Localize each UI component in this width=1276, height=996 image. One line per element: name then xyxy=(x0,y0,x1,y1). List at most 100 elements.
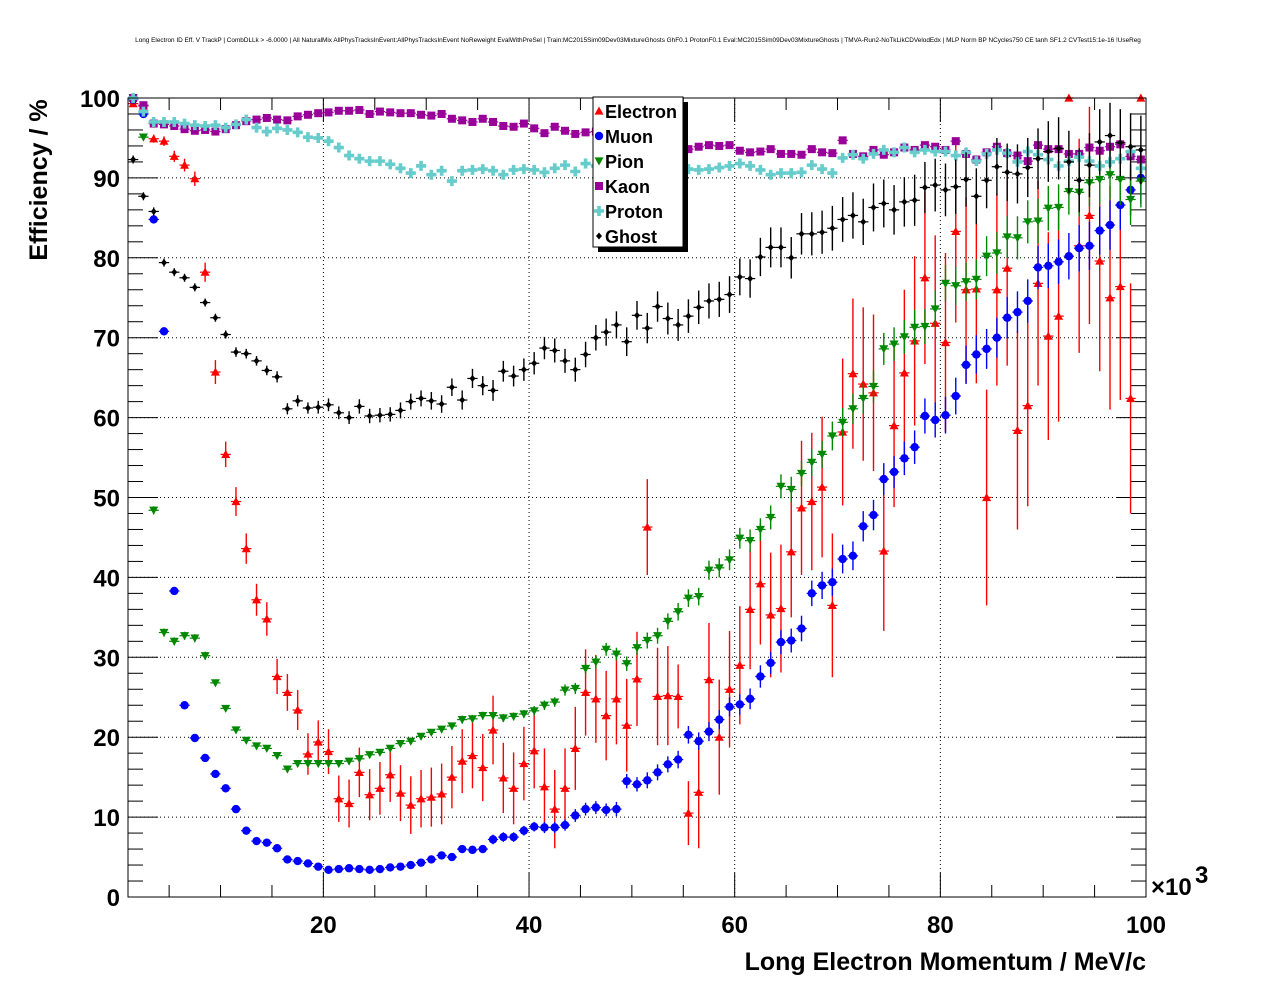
kaon-marker xyxy=(211,127,220,136)
muon-point xyxy=(611,801,622,817)
kaon-point xyxy=(816,148,828,157)
ghost-point xyxy=(765,227,776,268)
muon-marker xyxy=(252,836,261,846)
pion-marker xyxy=(406,737,416,746)
ghost-point xyxy=(703,283,715,319)
muon-marker xyxy=(468,845,477,855)
kaon-marker xyxy=(756,147,765,156)
ghost-marker xyxy=(891,206,898,214)
kaon-point xyxy=(292,112,303,121)
muon-point xyxy=(261,838,272,847)
ghost-point xyxy=(960,152,972,207)
pion-point xyxy=(631,640,643,655)
electron-marker xyxy=(797,503,807,512)
ghost-point xyxy=(436,395,447,413)
ghost-marker xyxy=(510,372,517,380)
ghost-marker xyxy=(294,397,301,405)
proton-marker xyxy=(734,158,745,169)
pion-point xyxy=(775,474,787,499)
ghost-point xyxy=(693,290,704,325)
ghost-marker xyxy=(130,156,137,164)
pion-point xyxy=(343,757,355,766)
pion-marker xyxy=(725,556,735,565)
kaon-marker xyxy=(365,109,374,118)
ghost-marker xyxy=(736,273,743,281)
ghost-point xyxy=(271,371,283,383)
pion-marker xyxy=(149,506,159,515)
x-axis-multiplier-exponent: 3 xyxy=(1195,862,1208,889)
electron-point xyxy=(642,479,653,576)
ghost-marker xyxy=(634,311,640,319)
pion-point xyxy=(734,527,745,549)
muon-point xyxy=(878,463,889,496)
muon-point xyxy=(1063,233,1075,280)
ghost-point xyxy=(343,411,355,424)
proton-marker xyxy=(847,149,858,160)
ghost-marker xyxy=(572,366,579,374)
pion-marker xyxy=(375,748,385,757)
proton-marker xyxy=(919,144,930,155)
kaon-marker xyxy=(406,109,415,118)
ghost-point xyxy=(755,237,766,277)
proton-point xyxy=(744,160,756,171)
ghost-point xyxy=(652,291,663,322)
muon-marker xyxy=(612,804,621,814)
muon-point xyxy=(426,855,437,864)
pion-point xyxy=(1053,184,1064,231)
pion-marker xyxy=(653,632,663,641)
pion-point xyxy=(611,647,622,661)
muon-marker xyxy=(632,780,642,789)
muon-marker xyxy=(992,333,1002,342)
proton-marker xyxy=(374,156,385,167)
ghost-point xyxy=(292,395,303,407)
proton-marker xyxy=(405,168,416,179)
muon-marker xyxy=(303,859,313,868)
electron-point xyxy=(343,779,355,828)
electron-marker xyxy=(1043,331,1053,340)
pion-marker xyxy=(673,608,683,617)
proton-point xyxy=(899,142,910,153)
muon-marker xyxy=(149,215,158,224)
legend-electron-icon xyxy=(594,106,604,115)
electron-point xyxy=(1012,331,1023,530)
y-tick-label: 90 xyxy=(93,166,120,193)
ghost-marker xyxy=(963,175,970,183)
kaon-marker xyxy=(818,148,827,157)
pion-marker xyxy=(581,664,591,673)
proton-marker xyxy=(292,127,303,138)
pion-point xyxy=(518,710,530,719)
ghost-marker xyxy=(469,374,476,382)
y-tick-label: 100 xyxy=(80,86,120,113)
pion-marker xyxy=(539,701,549,710)
electron-point xyxy=(755,523,766,645)
muon-marker xyxy=(684,730,693,740)
electron-marker xyxy=(478,763,488,772)
proton-point xyxy=(971,156,982,167)
ghost-point xyxy=(518,358,530,381)
kaon-point xyxy=(744,148,756,157)
electron-point xyxy=(467,722,478,789)
pion-point xyxy=(827,421,838,451)
pion-marker xyxy=(1043,204,1053,213)
proton-point xyxy=(230,119,242,130)
pion-point xyxy=(364,751,375,760)
kaon-marker xyxy=(684,145,693,154)
kaon-point xyxy=(529,124,540,133)
kaon-point xyxy=(364,109,375,118)
ghost-point xyxy=(395,402,406,419)
muon-point xyxy=(786,628,797,653)
proton-point xyxy=(775,168,787,179)
ghost-point xyxy=(971,168,982,225)
muon-marker xyxy=(262,838,272,847)
electron-marker xyxy=(889,421,899,430)
electron-marker xyxy=(252,595,262,604)
kaon-marker xyxy=(437,109,446,118)
kaon-point xyxy=(714,141,725,150)
pion-marker xyxy=(591,658,601,667)
proton-point xyxy=(714,162,725,173)
kaon-marker xyxy=(303,110,312,119)
kaon-marker xyxy=(715,141,724,150)
ghost-marker xyxy=(335,409,342,417)
pion-marker xyxy=(879,345,889,354)
pion-marker xyxy=(940,279,950,288)
